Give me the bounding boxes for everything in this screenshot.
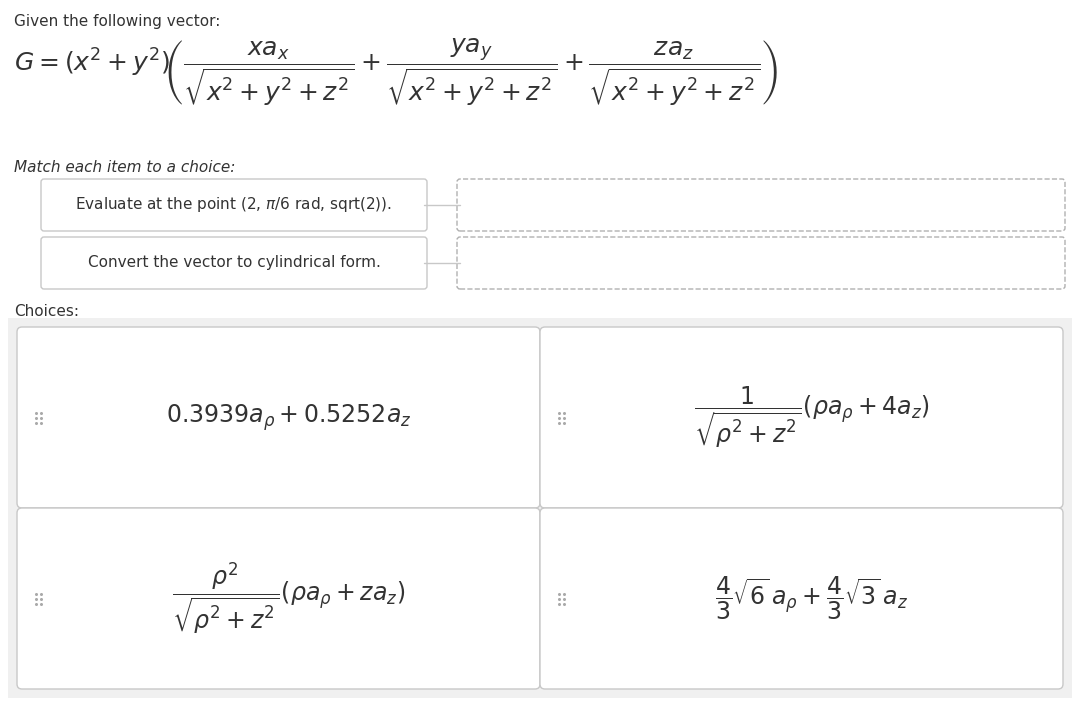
FancyBboxPatch shape — [540, 327, 1063, 508]
Text: Given the following vector:: Given the following vector: — [14, 14, 220, 29]
FancyBboxPatch shape — [540, 508, 1063, 689]
Text: $\dfrac{1}{\sqrt{\rho^2+z^2}}(\rho a_{\rho} + 4a_z)$: $\dfrac{1}{\sqrt{\rho^2+z^2}}(\rho a_{\r… — [693, 385, 930, 451]
Text: $\dfrac{4}{3}\sqrt{6}\,a_{\rho} + \dfrac{4}{3}\sqrt{3}\,a_z$: $\dfrac{4}{3}\sqrt{6}\,a_{\rho} + \dfrac… — [715, 575, 908, 622]
Text: Convert the vector to cylindrical form.: Convert the vector to cylindrical form. — [87, 256, 380, 270]
FancyBboxPatch shape — [17, 508, 540, 689]
FancyBboxPatch shape — [8, 318, 1072, 698]
FancyBboxPatch shape — [41, 237, 427, 289]
Text: Match each item to a choice:: Match each item to a choice: — [14, 160, 235, 175]
FancyBboxPatch shape — [457, 237, 1065, 289]
FancyBboxPatch shape — [457, 179, 1065, 231]
FancyBboxPatch shape — [17, 327, 540, 508]
FancyBboxPatch shape — [41, 179, 427, 231]
Text: $0.3939a_{\rho} + 0.5252a_z$: $0.3939a_{\rho} + 0.5252a_z$ — [166, 402, 411, 433]
Text: Choices:: Choices: — [14, 304, 79, 319]
Text: Evaluate at the point (2, $\pi$/6 rad, sqrt(2)).: Evaluate at the point (2, $\pi$/6 rad, s… — [76, 195, 392, 215]
Text: $\dfrac{\rho^2}{\sqrt{\rho^2+z^2}}(\rho a_{\rho} + za_z)$: $\dfrac{\rho^2}{\sqrt{\rho^2+z^2}}(\rho … — [172, 560, 405, 637]
Text: $G = (x^2 + y^2)\!\left(\dfrac{xa_x}{\sqrt{x^2+y^2+z^2}} + \dfrac{ya_y}{\sqrt{x^: $G = (x^2 + y^2)\!\left(\dfrac{xa_x}{\sq… — [14, 36, 778, 108]
